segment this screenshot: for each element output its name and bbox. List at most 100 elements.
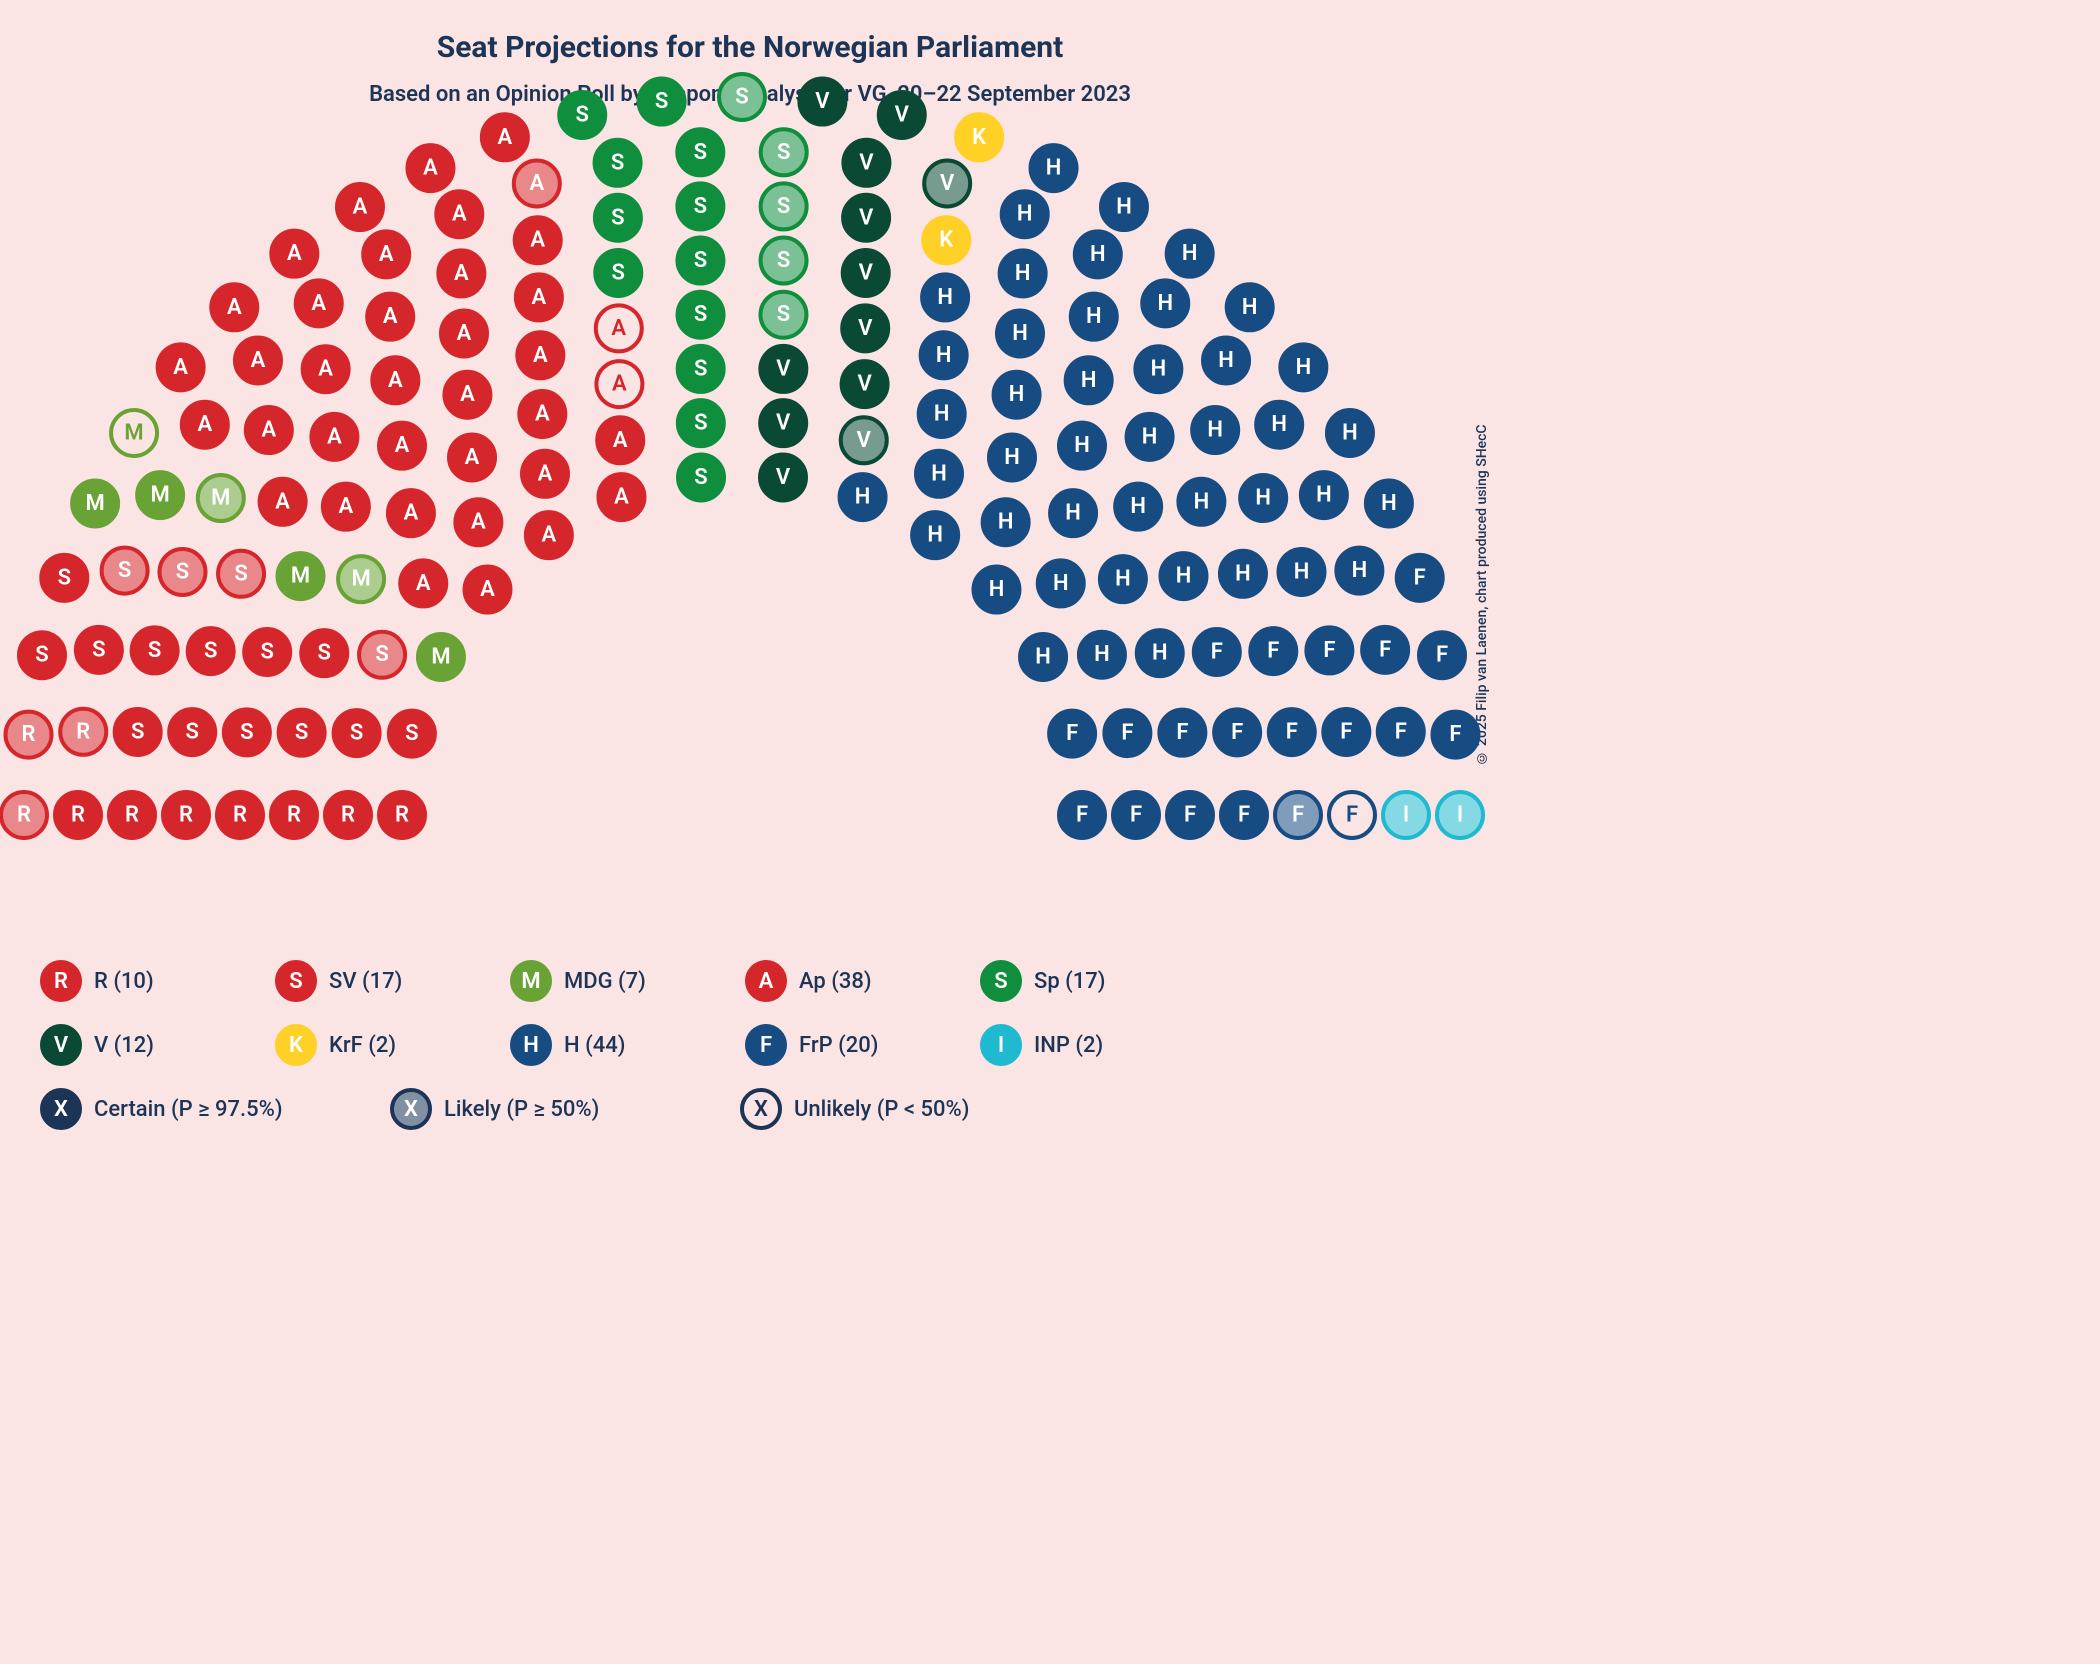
seat-label: H xyxy=(1194,489,1210,514)
seat-label: F xyxy=(1395,719,1407,744)
seat-label: F xyxy=(1184,803,1196,828)
seat-label: H xyxy=(1046,156,1062,181)
legend-circle: S xyxy=(980,960,1022,1002)
seat-label: A xyxy=(339,494,354,519)
seat-label: S xyxy=(240,720,253,745)
seat-label: H xyxy=(1381,491,1397,516)
seat-label: H xyxy=(1094,642,1110,667)
seat-label: F xyxy=(1121,721,1133,746)
seat-label: V xyxy=(895,103,910,128)
seat-label: H xyxy=(1017,202,1033,227)
seat-label: S xyxy=(694,140,707,165)
seat-label: S xyxy=(176,559,189,584)
seat-label: A xyxy=(379,242,394,267)
seat-label: H xyxy=(934,401,950,426)
legend-item-mdg: MMDG (7) xyxy=(510,960,745,1002)
legend-circle: R xyxy=(40,960,82,1002)
legend-label: FrP (20) xyxy=(799,1033,878,1058)
seat-label: V xyxy=(859,260,874,285)
seat-label: S xyxy=(131,719,144,744)
legend-row: RR (10)SSV (17)MMDG (7)AAp (38)SSp (17) xyxy=(40,960,1440,1002)
seat-label: H xyxy=(1012,321,1028,346)
seat-label: A xyxy=(529,171,544,196)
legend-item-r: RR (10) xyxy=(40,960,275,1002)
seat-label: M xyxy=(85,491,104,516)
seat-label: S xyxy=(35,643,48,668)
seat-label: H xyxy=(1074,433,1090,458)
seat-label: A xyxy=(611,316,626,341)
seat-label: S xyxy=(204,639,217,664)
legend-label: Unlikely (P < 50%) xyxy=(794,1097,969,1122)
seat-label: H xyxy=(1207,418,1223,443)
seat-label: F xyxy=(1211,640,1223,665)
seat-label: A xyxy=(535,401,550,426)
seat-label: H xyxy=(1342,421,1358,446)
seat-label: A xyxy=(353,195,368,220)
legend-likelihood-unlikely: XUnlikely (P < 50%) xyxy=(740,1088,1090,1130)
legend-circle: K xyxy=(275,1024,317,1066)
seat-label: F xyxy=(1231,720,1243,745)
seat-label: H xyxy=(989,577,1005,602)
seat-label: A xyxy=(327,424,342,449)
seat-label: S xyxy=(611,205,624,230)
seat-label: H xyxy=(1009,382,1025,407)
seat-label: S xyxy=(777,302,790,327)
seat-label: A xyxy=(251,348,266,373)
seat-label: S xyxy=(655,89,668,114)
seat-label: A xyxy=(612,372,627,397)
seat-label: R xyxy=(287,803,301,828)
legend-likelihood-likely: XLikely (P ≥ 50%) xyxy=(390,1088,740,1130)
seat-label: S xyxy=(777,194,790,219)
seat-label: H xyxy=(1115,567,1131,592)
seat-label: S xyxy=(735,85,748,110)
seat-label: F xyxy=(1176,720,1188,745)
seat-label: A xyxy=(395,433,410,458)
seat-label: H xyxy=(1255,486,1271,511)
seat-label: S xyxy=(694,302,707,327)
seat-label: R xyxy=(76,719,90,744)
seat-label: F xyxy=(1267,639,1279,664)
seat-label: H xyxy=(1086,304,1102,329)
seat-label: A xyxy=(287,241,302,266)
seat-label: S xyxy=(694,248,707,273)
seat-label: M xyxy=(291,564,310,589)
seat-label: S xyxy=(234,561,247,586)
legend-label: KrF (2) xyxy=(329,1033,396,1058)
seat-label: S xyxy=(777,248,790,273)
seat-label: S xyxy=(405,721,418,746)
seat-label: V xyxy=(859,150,874,175)
seat-label: H xyxy=(1235,561,1251,586)
seat-label: H xyxy=(1053,571,1069,596)
legend-item-ap: AAp (38) xyxy=(745,960,980,1002)
seat-label: H xyxy=(1352,558,1368,583)
legend-item-krf: K KrF (2) xyxy=(275,1024,510,1066)
seat-label: R xyxy=(395,803,409,828)
seat-label: H xyxy=(1116,195,1132,220)
seat-label: H xyxy=(1296,355,1312,380)
legend-item-inp: IINP (2) xyxy=(980,1024,1215,1066)
legend-label: V (12) xyxy=(94,1033,154,1058)
seat-label: H xyxy=(1176,564,1192,589)
legend-label: Likely (P ≥ 50%) xyxy=(444,1097,599,1122)
seat-label: A xyxy=(311,291,326,316)
seat-label: S xyxy=(185,720,198,745)
seat-label: R xyxy=(125,803,139,828)
seat-label: A xyxy=(532,285,547,310)
seat-label: H xyxy=(998,510,1014,535)
seat-label: H xyxy=(1152,641,1168,666)
legend-item-sp: SSp (17) xyxy=(980,960,1215,1002)
seat-label: F xyxy=(1379,637,1391,662)
seat-label: F xyxy=(1414,565,1426,590)
seat-label: A xyxy=(423,156,438,181)
seat-label: V xyxy=(859,205,874,230)
seat-label: A xyxy=(538,461,553,486)
seat-label: I xyxy=(1403,803,1409,828)
seat-label: H xyxy=(1004,445,1020,470)
seat-label: S xyxy=(694,465,707,490)
seat-label: V xyxy=(776,411,791,436)
seat-label: A xyxy=(404,501,419,526)
seat-label: A xyxy=(498,125,513,150)
seat-label: A xyxy=(227,295,242,320)
seat-label: F xyxy=(1286,720,1298,745)
seat-label: F xyxy=(1449,722,1461,747)
